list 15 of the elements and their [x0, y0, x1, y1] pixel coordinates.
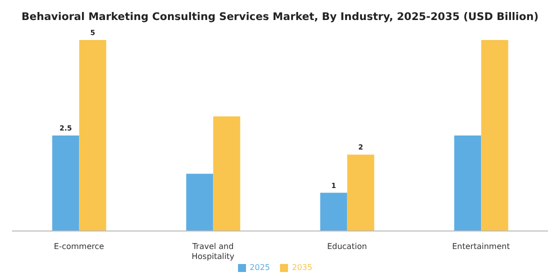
x-tick-label: E-commerce: [54, 242, 104, 251]
x-tick-label: Travel and Hospitality: [191, 242, 235, 261]
bar: [454, 136, 482, 231]
bar: [481, 40, 508, 231]
bar: [347, 154, 374, 231]
legend-label: 2025: [250, 263, 270, 272]
bar: [213, 116, 240, 231]
legend-label: 2035: [292, 263, 312, 272]
bar: [79, 40, 106, 231]
x-tick-label: Entertainment: [452, 242, 510, 251]
bar: [52, 136, 80, 231]
bar: [320, 192, 348, 231]
chart-title: Behavioral Marketing Consulting Services Market, By Industry, 2025-2035 (USD Billion): [20, 10, 540, 25]
bar: [186, 174, 214, 231]
x-tick-label: Education: [327, 242, 367, 251]
